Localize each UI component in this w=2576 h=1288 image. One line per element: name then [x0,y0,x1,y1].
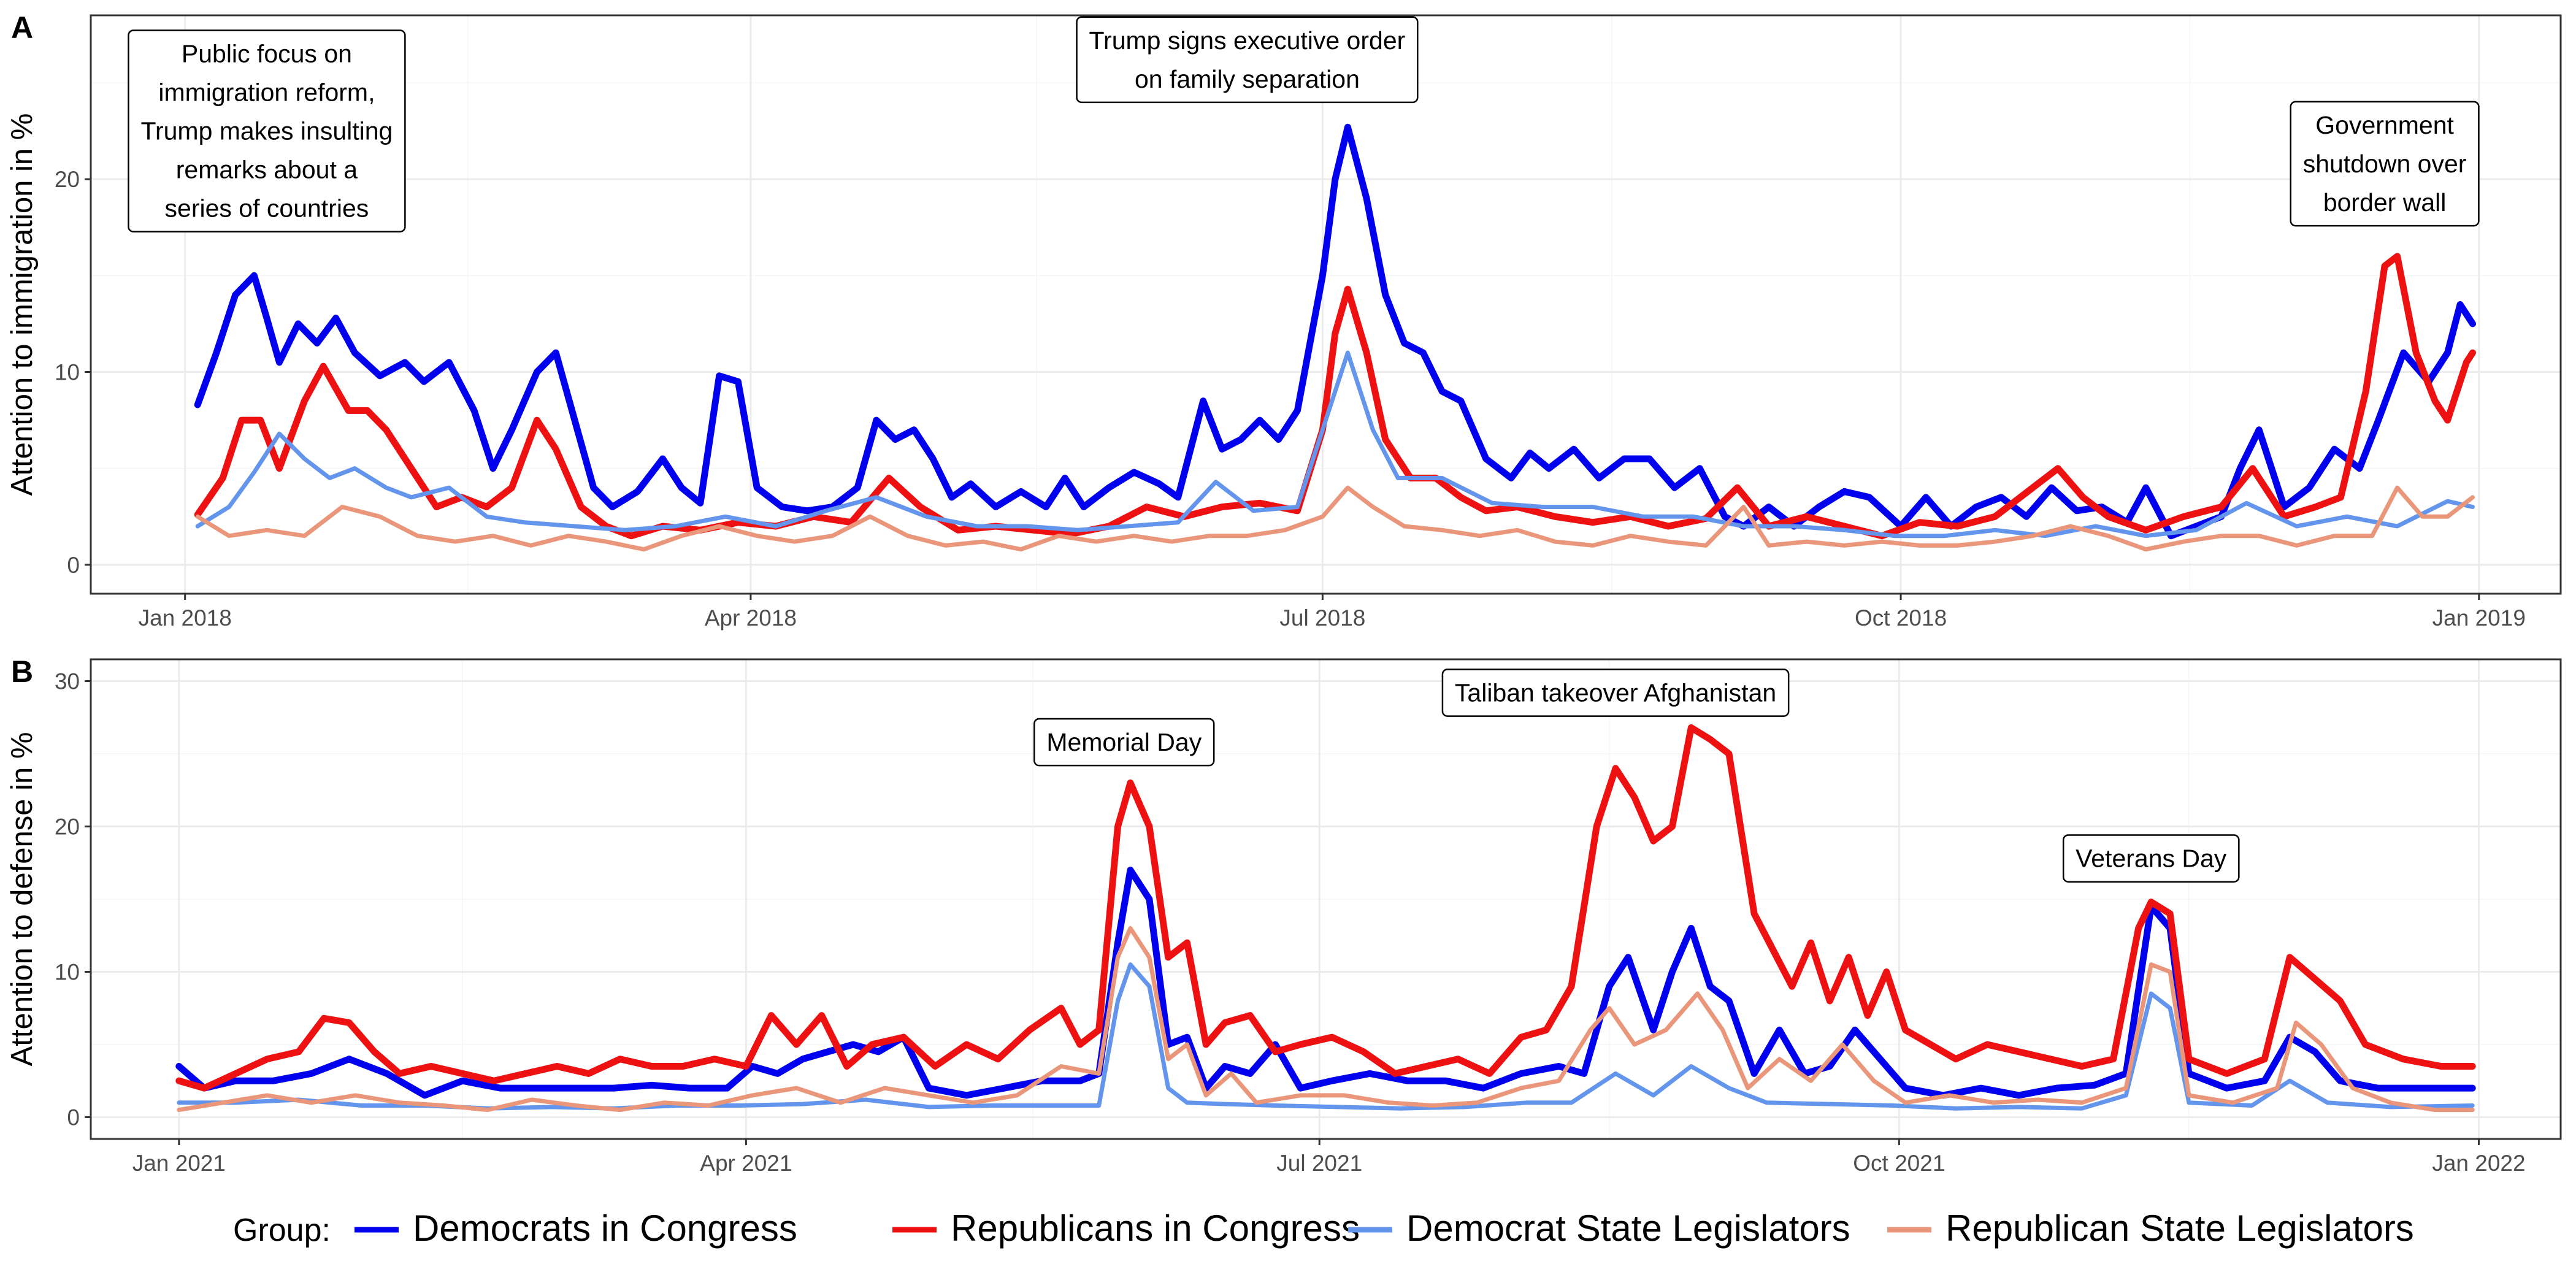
annotation-text: Memorial Day [1046,728,1202,756]
annotation-text: Veterans Day [2076,845,2227,873]
annotation-text: Public focus on [182,40,352,68]
legend-label: Democrats in Congress [413,1208,797,1249]
y-tick-label: 0 [67,1105,80,1130]
annotation-text: on family separation [1135,65,1360,93]
annotation-text: remarks about a [176,156,358,184]
annotation-text: border wall [2323,188,2447,217]
annotation-text: Government [2315,111,2454,139]
annotation-text: shutdown over [2303,150,2467,178]
x-tick-label: Jul 2021 [1276,1151,1362,1176]
legend-item: Democrat State Legislators [1348,1208,1850,1249]
panel-b: 0 10 20 30 Jan 2021 Apr 2021 Jul 2021 Oct 2021 J… [6,654,2561,1176]
legend-item: Republicans in Congress [892,1208,1360,1249]
panel-letter: B [11,654,33,689]
annotation-label: Trump signs executive order on family sep… [1077,17,1418,102]
legend-label: Republican State Legislators [1945,1208,2414,1249]
legend-title: Group: [233,1213,331,1248]
x-tick-label: Jan 2021 [132,1151,226,1176]
y-tick-label: 30 [55,669,80,694]
annotation-text: series of countries [165,194,369,223]
x-tick-label: Apr 2021 [700,1151,792,1176]
legend-label: Democrat State Legislators [1406,1208,1850,1249]
y-tick-label: 20 [55,815,80,840]
annotation-label: Public focus on immigration reform, Trump … [128,31,405,232]
x-tick-label: Apr 2018 [705,605,797,631]
legend-item: Republican State Legislators [1887,1208,2414,1249]
y-tick-label: 10 [55,360,80,385]
x-tick-label: Jul 2018 [1279,605,1365,631]
y-tick-label: 20 [55,167,80,192]
panel-letter: A [11,10,33,45]
annotation-label: Taliban takeover Afghanistan [1443,669,1788,716]
y-tick-label: 10 [55,959,80,984]
annotation-text: Trump makes insulting [140,117,393,145]
panel-a: 0 10 20 Jan 2018 Apr 2018 Jul 2018 Oct 2018 Jan… [6,10,2561,631]
x-tick-label: Jan 2018 [139,605,232,631]
annotation-label: Memorial Day [1034,719,1214,765]
x-tick-label: Jan 2019 [2432,605,2526,631]
x-tick-label: Oct 2021 [1853,1151,1945,1176]
annotation-label: Government shutdown over border wall [2291,102,2479,226]
y-tick-label: 0 [67,553,80,578]
legend: Group: Democrats in Congress Republicans i… [233,1208,2414,1249]
x-tick-label: Jan 2022 [2432,1151,2525,1176]
annotation-text: Taliban takeover Afghanistan [1455,679,1776,707]
y-axis-title: Attention to immigration in % [6,113,39,496]
legend-label: Republicans in Congress [951,1208,1360,1249]
legend-item: Democrats in Congress [355,1208,797,1249]
annotation-text: Trump signs executive order [1089,26,1406,55]
annotation-text: immigration reform, [158,79,375,107]
annotation-label: Veterans Day [2063,835,2239,882]
y-axis-title: Attention to defense in % [6,732,39,1067]
x-tick-label: Oct 2018 [1855,605,1947,631]
